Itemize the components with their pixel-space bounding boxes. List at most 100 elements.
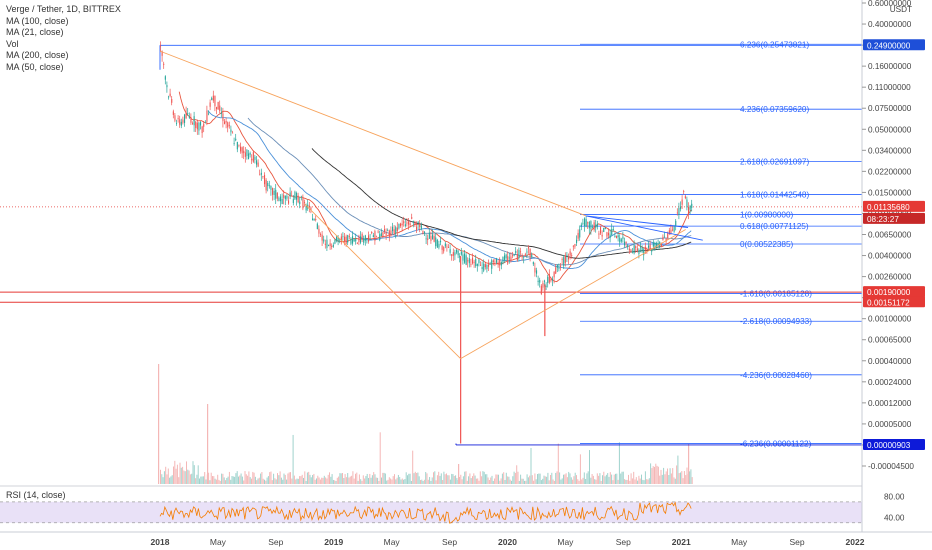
candle-body xyxy=(358,235,360,242)
candle-body xyxy=(438,243,440,248)
legend-vol[interactable]: Vol xyxy=(6,38,19,49)
rsi-legend[interactable]: RSI (14, close) xyxy=(6,490,66,500)
candle-body xyxy=(652,242,654,247)
candle-body xyxy=(267,182,269,187)
volume-bar xyxy=(455,475,457,484)
candle-body xyxy=(352,236,354,244)
time-tick-label: 2018 xyxy=(151,537,170,547)
candle-body xyxy=(646,250,648,252)
volume-bar xyxy=(446,473,447,484)
volume-bar xyxy=(163,471,165,484)
time-tick-label: Sep xyxy=(442,537,457,547)
candle-body xyxy=(622,236,624,240)
volume-bar xyxy=(540,480,542,484)
candle-body xyxy=(422,230,424,234)
candle-body xyxy=(233,143,235,144)
candle-body xyxy=(550,278,552,281)
candle-body xyxy=(603,227,605,233)
candle-body xyxy=(436,239,438,248)
candle-body xyxy=(465,255,467,265)
volume-bar xyxy=(611,474,613,484)
volume-bar xyxy=(297,478,299,484)
volume-bar xyxy=(383,472,385,484)
indicator-legend: Verge / Tether, 1D, BITTREX MA (100, clo… xyxy=(6,4,121,73)
volume-bar xyxy=(292,434,294,484)
candle-body xyxy=(515,251,517,254)
volume-bar xyxy=(405,472,407,484)
volume-bar xyxy=(587,471,589,484)
candle-body xyxy=(512,255,514,257)
legend-ma200[interactable]: MA (200, close) xyxy=(6,50,69,60)
volume-bar xyxy=(561,478,563,484)
legend-ma21[interactable]: MA (21, close) xyxy=(6,27,64,37)
volume-bar xyxy=(264,479,265,484)
candle-body xyxy=(416,226,418,231)
candle-body xyxy=(518,250,520,259)
candle-body xyxy=(284,196,286,200)
volume-bar xyxy=(605,474,607,484)
ma200-line xyxy=(311,148,692,259)
volume-bar xyxy=(647,479,649,484)
symbol-title[interactable]: Verge / Tether, 1D, BITTREX xyxy=(6,4,121,14)
candle-body xyxy=(555,267,557,274)
candle-body xyxy=(611,228,613,235)
candle-body xyxy=(521,255,523,258)
candle-body xyxy=(347,235,349,243)
volume-bar xyxy=(525,480,527,484)
volume-bar xyxy=(422,480,424,484)
volume-bar xyxy=(280,477,282,484)
volume-bar xyxy=(543,475,545,484)
candle-body xyxy=(644,246,646,250)
volume-bar xyxy=(664,474,666,484)
volume-bar xyxy=(568,471,570,484)
time-axis[interactable]: 2018 May Sep 2019 May Sep 2020 May Sep 2021 May Sep… xyxy=(151,537,865,547)
volume-bar xyxy=(638,475,640,484)
volume-bar xyxy=(526,474,528,484)
volume-bar xyxy=(253,472,255,484)
volume-bar xyxy=(495,474,497,484)
volume-bar xyxy=(629,480,631,484)
volume-bar xyxy=(686,467,688,484)
legend-ma50[interactable]: MA (50, close) xyxy=(6,61,64,72)
volume-bar xyxy=(507,476,509,484)
price-tag-bg xyxy=(863,200,925,212)
candle-body xyxy=(324,243,326,245)
volume-bar xyxy=(306,472,308,484)
fib-level-label: -4.236(0.00028460) xyxy=(740,371,812,380)
trend-line xyxy=(586,215,689,228)
candle-body xyxy=(168,96,170,98)
volume-bar xyxy=(195,478,197,484)
price-axis[interactable]: 0.600000000.400000000.250000000.16000000… xyxy=(0,0,932,533)
candle-body xyxy=(374,231,376,241)
volume-bar xyxy=(448,475,450,484)
candle-body xyxy=(361,233,363,240)
candle-body xyxy=(238,144,240,146)
volume-bar xyxy=(586,473,588,484)
volume-bar xyxy=(496,474,498,484)
volume-bar xyxy=(440,473,442,484)
trend-line xyxy=(460,229,686,360)
candle-body xyxy=(305,205,307,211)
volume-bar xyxy=(688,444,690,484)
fib-level-label: -1.618(0.00185128) xyxy=(740,289,812,298)
volume-bar xyxy=(273,473,275,484)
volume-bar xyxy=(569,473,571,484)
candle-body xyxy=(585,219,587,227)
candle-body xyxy=(651,248,653,252)
candle-body xyxy=(204,122,206,124)
volume-bar xyxy=(396,477,398,484)
candle-body xyxy=(366,238,368,240)
rsi-line xyxy=(159,501,692,524)
volume-bar xyxy=(240,473,242,484)
legend-ma100[interactable]: MA (100, close) xyxy=(6,15,69,26)
volume-bar xyxy=(435,480,437,484)
candle-body xyxy=(169,93,171,97)
candle-body xyxy=(398,223,400,229)
volume-bar xyxy=(275,479,277,484)
volume-bar xyxy=(603,471,605,484)
volume-bar xyxy=(252,471,254,484)
volume-bar xyxy=(487,477,489,484)
volume-bar xyxy=(516,465,518,484)
volume-bar xyxy=(668,475,670,484)
